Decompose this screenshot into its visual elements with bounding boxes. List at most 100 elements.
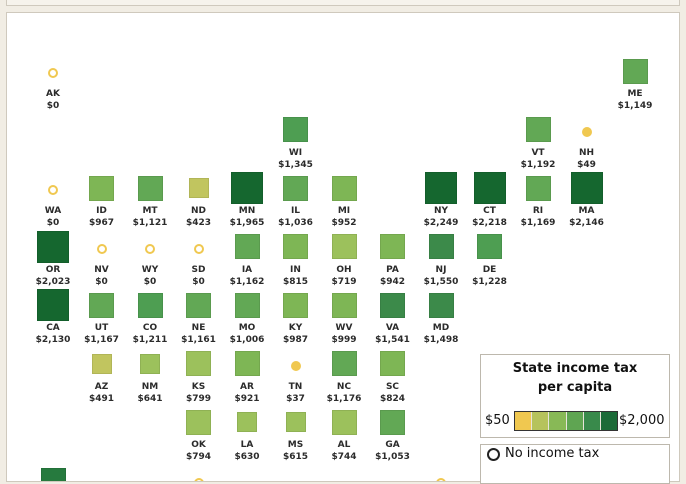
circle-icon (487, 448, 500, 461)
state-label: MD $1,498 (411, 322, 471, 346)
state-square-marker (283, 292, 308, 318)
state-label: UT $1,167 (72, 322, 132, 346)
state-square-marker (186, 409, 211, 435)
no-tax-legend-label: No income tax (505, 446, 600, 461)
legend-max-label: $2,000 (619, 413, 665, 428)
state-tax-value: $967 (88, 218, 115, 228)
state-abbr: NE (191, 323, 206, 333)
state-tax-value: $49 (577, 159, 596, 170)
state-label: NM $641 (120, 381, 180, 405)
color-legend: State income tax per capita $50 $2,000 (480, 354, 670, 438)
legend-swatch (583, 412, 601, 430)
state-square-marker (234, 351, 260, 376)
state-label: AR $921 (217, 381, 277, 405)
top-toolbar-strip (6, 0, 680, 6)
state-tax-value: $1,149 (617, 101, 653, 111)
state-abbr: SC (385, 381, 400, 392)
state-square-marker (37, 289, 69, 321)
no-tax-circle-icon (193, 477, 204, 481)
state-tax-value: $423 (185, 218, 212, 228)
state-abbr: KS (191, 381, 206, 392)
state-tax-value: $1,121 (132, 218, 168, 228)
state-square-marker (380, 409, 405, 435)
state-abbr: IN (290, 264, 301, 275)
state-tax-value: $0 (46, 218, 60, 228)
state-abbr: OR (45, 264, 61, 275)
state-label: IN $815 (266, 264, 326, 288)
state-square-marker (237, 412, 257, 432)
state-square-marker (283, 175, 308, 201)
state-square-marker (428, 292, 454, 318)
state-tax-value: $952 (331, 218, 357, 228)
state-square-marker (234, 292, 260, 318)
state-square-marker (91, 353, 112, 374)
state-abbr: WY (141, 264, 159, 275)
state-label: ID $967 (72, 205, 132, 229)
state-abbr: WV (335, 323, 353, 333)
state-label: OR $2,023 (23, 264, 83, 288)
state-label: WA $0 (23, 205, 83, 229)
state-tax-value: $1,162 (229, 276, 265, 287)
state-square-marker (137, 175, 163, 201)
state-tax-value: $1,161 (181, 335, 216, 345)
legend-title-line2: per capita (537, 380, 613, 395)
state-square-marker (331, 409, 357, 435)
legend-swatch (600, 412, 618, 430)
state-abbr: NY (433, 206, 449, 216)
legend-title-line1: State income tax (512, 361, 638, 376)
state-square-marker (380, 292, 405, 318)
state-abbr: MN (238, 206, 256, 216)
no-tax-circle-icon (96, 243, 107, 254)
state-tax-value: $2,023 (35, 276, 71, 287)
state-square-marker (40, 468, 66, 481)
state-abbr: CO (142, 323, 158, 333)
state-abbr: ND (190, 206, 206, 216)
state-abbr: DE (482, 264, 497, 275)
state-square-marker (285, 412, 306, 432)
state-tax-value: $1,192 (520, 159, 556, 170)
state-abbr: KY (288, 323, 303, 333)
state-abbr: LA (240, 440, 254, 450)
state-tax-value: $815 (282, 276, 309, 287)
state-tax-value: $1,211 (132, 335, 168, 345)
state-tax-value: $1,169 (520, 218, 556, 228)
state-square-marker (140, 353, 160, 374)
state-tax-value: $794 (185, 452, 212, 462)
legend-swatch (532, 412, 550, 430)
state-square-marker (331, 292, 357, 318)
state-square-marker (137, 292, 163, 318)
state-abbr: NH (578, 147, 595, 158)
state-label: SC $824 (363, 381, 423, 405)
state-square-marker (89, 292, 114, 318)
state-tax-value: $921 (234, 393, 260, 404)
state-label: GA $1,053 (363, 439, 423, 463)
state-tax-value: $942 (379, 276, 406, 287)
no-tax-circle-icon (48, 68, 58, 78)
state-tax-value: $1,965 (229, 218, 265, 228)
legend-swatch (566, 412, 584, 430)
state-label: ND $423 (169, 205, 229, 229)
state-abbr: MA (578, 206, 595, 216)
state-tax-value: $0 (95, 276, 108, 287)
legend-swatch (515, 412, 533, 430)
state-abbr: NC (336, 381, 352, 392)
state-label: VA $1,541 (363, 322, 423, 346)
state-square-marker (231, 172, 263, 204)
state-label: AL $744 (314, 439, 374, 463)
state-label: AK $0 (23, 88, 83, 112)
state-tax-value: $744 (331, 452, 357, 462)
state-tax-value: $37 (286, 393, 305, 404)
tile-map-panel: AK $0 ME $1,149 WI $1,345 VT $1,192 NH $49 WA $0 ID $… (6, 12, 680, 482)
state-label: NY $2,249 (411, 205, 471, 229)
state-tax-value: $824 (379, 393, 406, 404)
no-tax-circle-icon (193, 243, 204, 254)
state-label: DE $1,228 (460, 264, 520, 288)
state-abbr: CA (46, 323, 60, 333)
state-abbr: NM (141, 381, 159, 392)
state-label: KS $799 (169, 381, 229, 405)
state-tax-value: $2,249 (423, 218, 459, 228)
state-square-marker (186, 292, 211, 318)
state-square-marker (89, 175, 114, 201)
state-tax-value: $1,541 (375, 335, 410, 345)
state-tax-value: $1,498 (423, 335, 459, 345)
